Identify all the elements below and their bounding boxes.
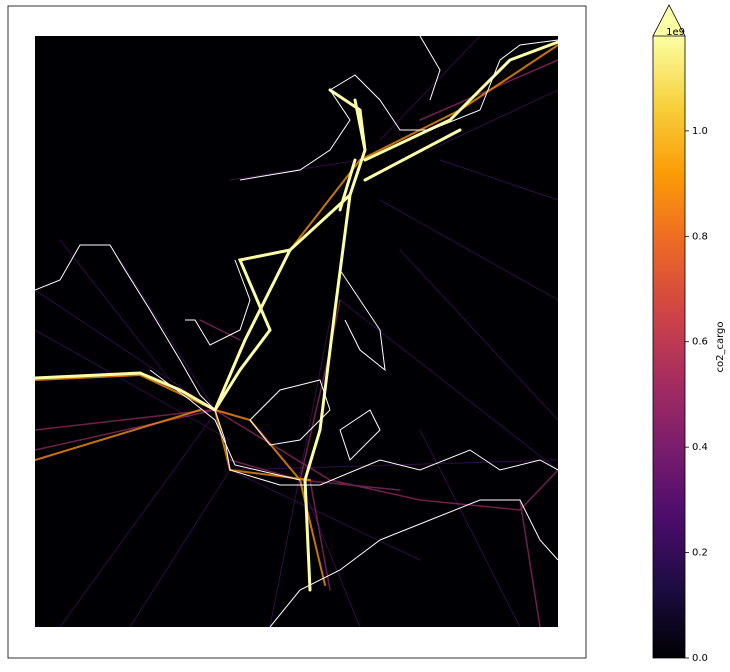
tick-label: 0.2 <box>692 548 708 559</box>
tick-label: 1.0 <box>692 126 708 137</box>
map-frame <box>7 5 587 659</box>
colorbar-offset: 1e9 <box>666 27 685 38</box>
colorbar-frame <box>652 36 686 659</box>
colorbar-label: co2_cargo <box>715 321 726 372</box>
tick-label: 0.6 <box>692 337 708 348</box>
tick-label: 0.0 <box>692 653 708 664</box>
colorbar-extend <box>652 4 686 37</box>
coastlines <box>35 36 558 627</box>
tick-label: 0.4 <box>692 442 708 453</box>
colorbar <box>653 36 685 658</box>
tick-label: 0.8 <box>692 231 708 242</box>
map <box>35 36 558 627</box>
